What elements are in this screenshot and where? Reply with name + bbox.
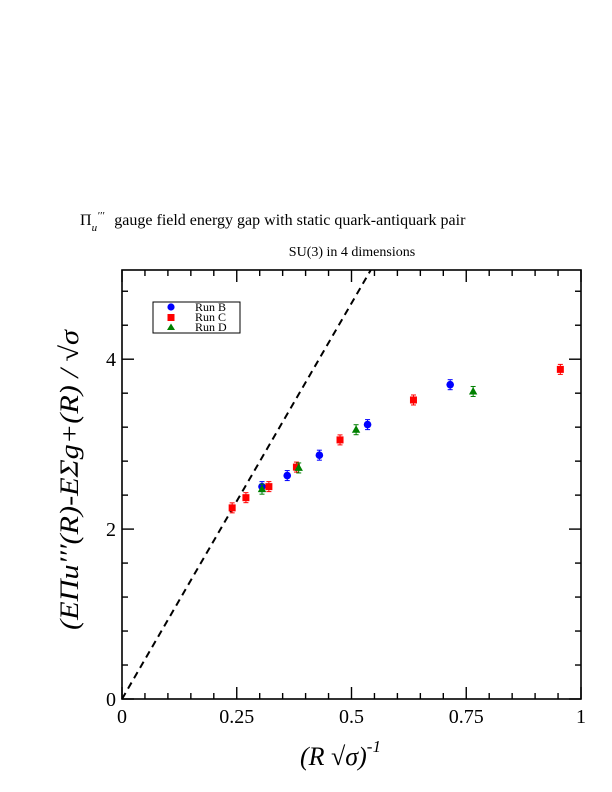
x-tick-label: 0.25 [219,706,254,728]
x-axis-label-text: (R √σ) [300,742,367,771]
point-run-b [315,451,324,459]
legend-label-run-d: Run D [195,320,227,334]
title-subscript: u [92,222,98,234]
point-run-d [351,425,361,433]
legend-label-run-b: Run B [195,300,226,314]
point-run-b [283,471,292,480]
point-run-c [292,463,300,471]
y-tick-label: 0 [106,689,116,711]
y-tick-label: 2 [106,519,116,541]
reference-line [121,269,372,700]
tick-marks: 0 0.25 0.5 0.75 1 0 2 4 [106,270,586,728]
title-text: gauge field energy gap with static quark… [114,212,466,229]
reference-dashed-line [121,269,372,700]
data-marks [228,363,564,514]
x-tick-label: 1 [576,706,586,728]
title-primes: ′′′ [97,210,105,222]
point-run-c [409,396,417,404]
y-axis-label: (EΠu′′′(R)-EΣg+(R) / √σ [55,329,84,630]
point-run-c [242,494,250,502]
y-tick-label: 4 [106,349,116,371]
point-run-c [265,483,273,491]
point-run-c [336,436,344,444]
x-axis-label-exponent: -1 [367,737,381,756]
legend-marker-run-d [167,323,175,330]
legend-label-run-c: Run C [195,310,226,324]
legend: Run B Run C Run D [152,300,241,334]
chart-subtitle: SU(3) in 4 dimensions [289,245,415,260]
point-run-d [294,463,303,471]
x-tick-label: 0.75 [449,706,484,728]
x-tick-label: 0.5 [339,706,364,728]
legend-marker-run-c [167,314,175,321]
point-run-b [446,380,454,389]
point-run-c [556,365,564,373]
chart-title: Πu′′′ gauge field energy gap with static … [80,210,466,234]
point-run-c [228,504,236,512]
point-run-d [468,386,478,395]
legend-marker-run-b [167,303,175,311]
x-tick-label: 0 [117,706,127,728]
point-run-b [363,420,372,429]
point-run-d [257,484,267,493]
x-axis-label: (R √σ)-1 [300,737,381,771]
plot-frame [121,269,582,700]
title-symbol: Π [80,212,92,229]
